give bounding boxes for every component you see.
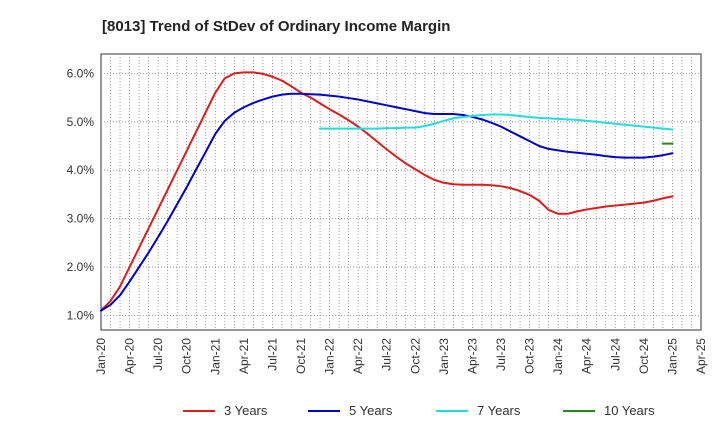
legend: 3 Years 5 Years 7 Years 10 Years [183,403,655,418]
y-tick-label: 3.0% [67,212,95,226]
x-tick-label: Jul-24 [608,338,622,371]
chart-title: [8013] Trend of StDev of Ordinary Income… [102,18,450,35]
x-axis: Jan-20 Apr-20 Jul-20 Oct-20 Jan-21 Apr-21 Jul-… [94,338,708,375]
x-tick-label: Oct-21 [294,338,308,374]
y-tick-label: 4.0% [67,163,95,177]
x-tick-label: Oct-20 [180,338,194,374]
x-tick-label: Jan-23 [437,338,451,375]
legend-label: 3 Years [224,403,268,418]
x-tick-label: Apr-25 [694,338,708,374]
x-tick-label: Oct-23 [523,338,537,374]
y-tick-label: 1.0% [67,308,95,322]
y-tick-label: 5.0% [67,115,95,129]
legend-label: 10 Years [604,403,655,418]
series-lines [100,71,674,312]
x-tick-label: Jan-20 [94,338,108,375]
x-tick-label: Jan-21 [208,338,222,375]
x-tick-label: Jul-20 [151,338,165,371]
x-tick-label: Jul-21 [265,338,279,371]
series-line-5-years [100,92,674,312]
legend-label: 7 Years [477,403,521,418]
legend-label: 5 Years [349,403,393,418]
x-tick-label: Jul-23 [494,338,508,371]
y-axis: 1.0% 2.0% 3.0% 4.0% 5.0% 6.0% [67,66,95,322]
x-tick-label: Apr-23 [465,338,479,374]
x-tick-label: Oct-24 [637,338,651,374]
y-tick-label: 6.0% [67,66,95,80]
x-tick-label: Apr-21 [237,338,251,374]
x-tick-label: Jul-22 [380,338,394,371]
series-line-3-years [100,71,674,312]
x-tick-label: Apr-22 [351,338,365,374]
series-line-7-years [319,113,674,131]
x-tick-label: Jan-22 [323,338,337,375]
x-tick-label: Oct-22 [408,338,422,374]
x-tick-label: Apr-20 [123,338,137,374]
grid [101,54,701,330]
x-tick-label: Jan-24 [551,338,565,375]
x-tick-label: Apr-24 [580,338,594,374]
plot-area [100,53,702,331]
y-tick-label: 2.0% [67,260,95,274]
x-tick-label: Jan-25 [665,338,679,375]
